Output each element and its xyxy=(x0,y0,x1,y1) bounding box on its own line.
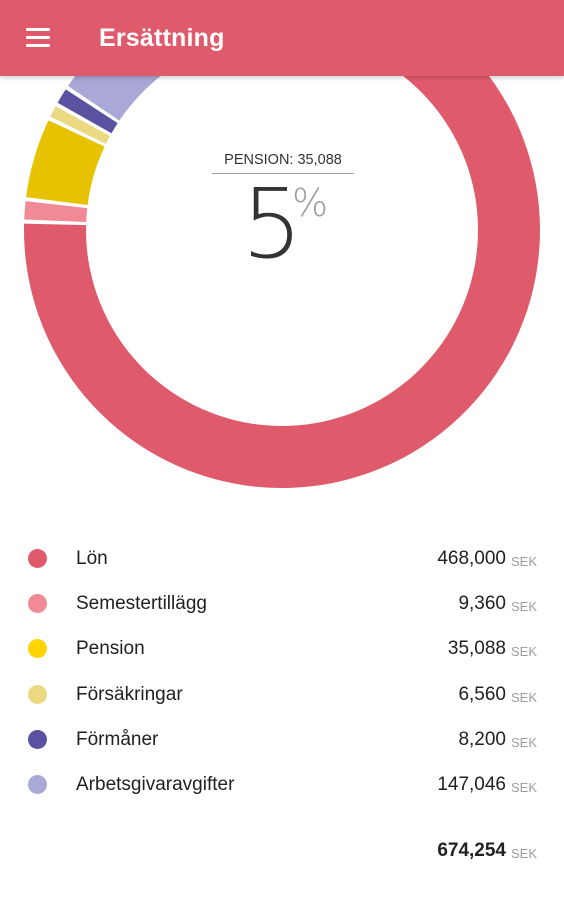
legend-unit: SEK xyxy=(511,689,538,705)
legend-dot xyxy=(28,594,47,614)
legend-dot xyxy=(28,774,47,794)
donut-slice-forsakringar[interactable] xyxy=(50,106,111,144)
menu-bar xyxy=(26,28,50,31)
legend-value: 6,560 xyxy=(458,683,506,705)
legend-label: Semestertillägg xyxy=(76,593,207,615)
legend-value: 147,046 xyxy=(437,773,506,795)
percent-value: 5 xyxy=(241,168,303,280)
menu-bar xyxy=(26,44,50,47)
donut-slice-semestertillagg[interactable] xyxy=(24,201,88,223)
legend-unit: SEK xyxy=(511,599,538,615)
legend-dot xyxy=(28,729,47,749)
legend-row-forsakringar[interactable]: Försäkringar 6,560 SEK xyxy=(0,673,564,718)
donut-slice-formaner[interactable] xyxy=(57,89,118,134)
legend-label: Lön xyxy=(76,548,108,569)
app-bar: Ersättning xyxy=(0,0,564,76)
legend-row-arbetsgivaravgifter[interactable]: Arbetsgivaravgifter 147,046 SEK xyxy=(0,763,564,808)
legend-label: Försäkringar xyxy=(76,683,183,705)
total-row: 674,254 SEK xyxy=(0,840,564,870)
total-value: 674,254 xyxy=(437,840,506,861)
legend-unit: SEK xyxy=(511,779,538,795)
total-unit: SEK xyxy=(511,846,538,861)
legend-dot xyxy=(28,549,47,568)
selected-slice-info: PENSION: 35,088 5% xyxy=(212,152,354,272)
legend-value: 468,000 xyxy=(437,548,506,569)
legend-unit: SEK xyxy=(511,554,538,569)
legend-row-lon[interactable]: Lön 468,000 SEK xyxy=(0,537,564,582)
legend-value: 9,360 xyxy=(458,593,506,615)
donut-slice-pension[interactable] xyxy=(26,120,105,206)
legend-label: Förmåner xyxy=(76,728,159,750)
legend-value: 8,200 xyxy=(458,728,506,750)
legend-label: Pension xyxy=(76,638,145,660)
legend-list: Lön 468,000 SEK Semestertillägg 9,360 SE… xyxy=(0,537,564,808)
selected-slice-percent: 5% xyxy=(190,176,354,272)
legend-dot xyxy=(28,639,47,659)
percent-sign: % xyxy=(292,181,329,225)
hamburger-menu-icon[interactable] xyxy=(14,16,62,60)
legend-row-pension[interactable]: Pension 35,088 SEK xyxy=(0,627,564,672)
legend-unit: SEK xyxy=(511,734,538,750)
legend-value: 35,088 xyxy=(447,638,506,660)
app-title: Ersättning xyxy=(99,24,225,52)
legend-dot xyxy=(28,684,47,704)
menu-bar xyxy=(26,36,50,39)
legend-unit: SEK xyxy=(511,644,538,660)
legend-label: Arbetsgivaravgifter xyxy=(76,773,235,795)
legend-row-semestertillagg[interactable]: Semestertillägg 9,360 SEK xyxy=(0,582,564,627)
selected-slice-label: PENSION: 35,088 xyxy=(212,152,354,174)
legend-row-formaner[interactable]: Förmåner 8,200 SEK xyxy=(0,718,564,763)
